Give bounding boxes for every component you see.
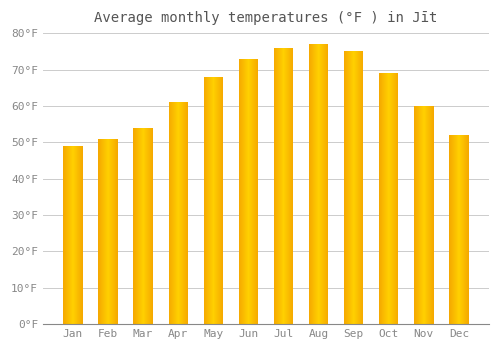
Title: Average monthly temperatures (°F ) in Jīt: Average monthly temperatures (°F ) in Jī… — [94, 11, 438, 25]
